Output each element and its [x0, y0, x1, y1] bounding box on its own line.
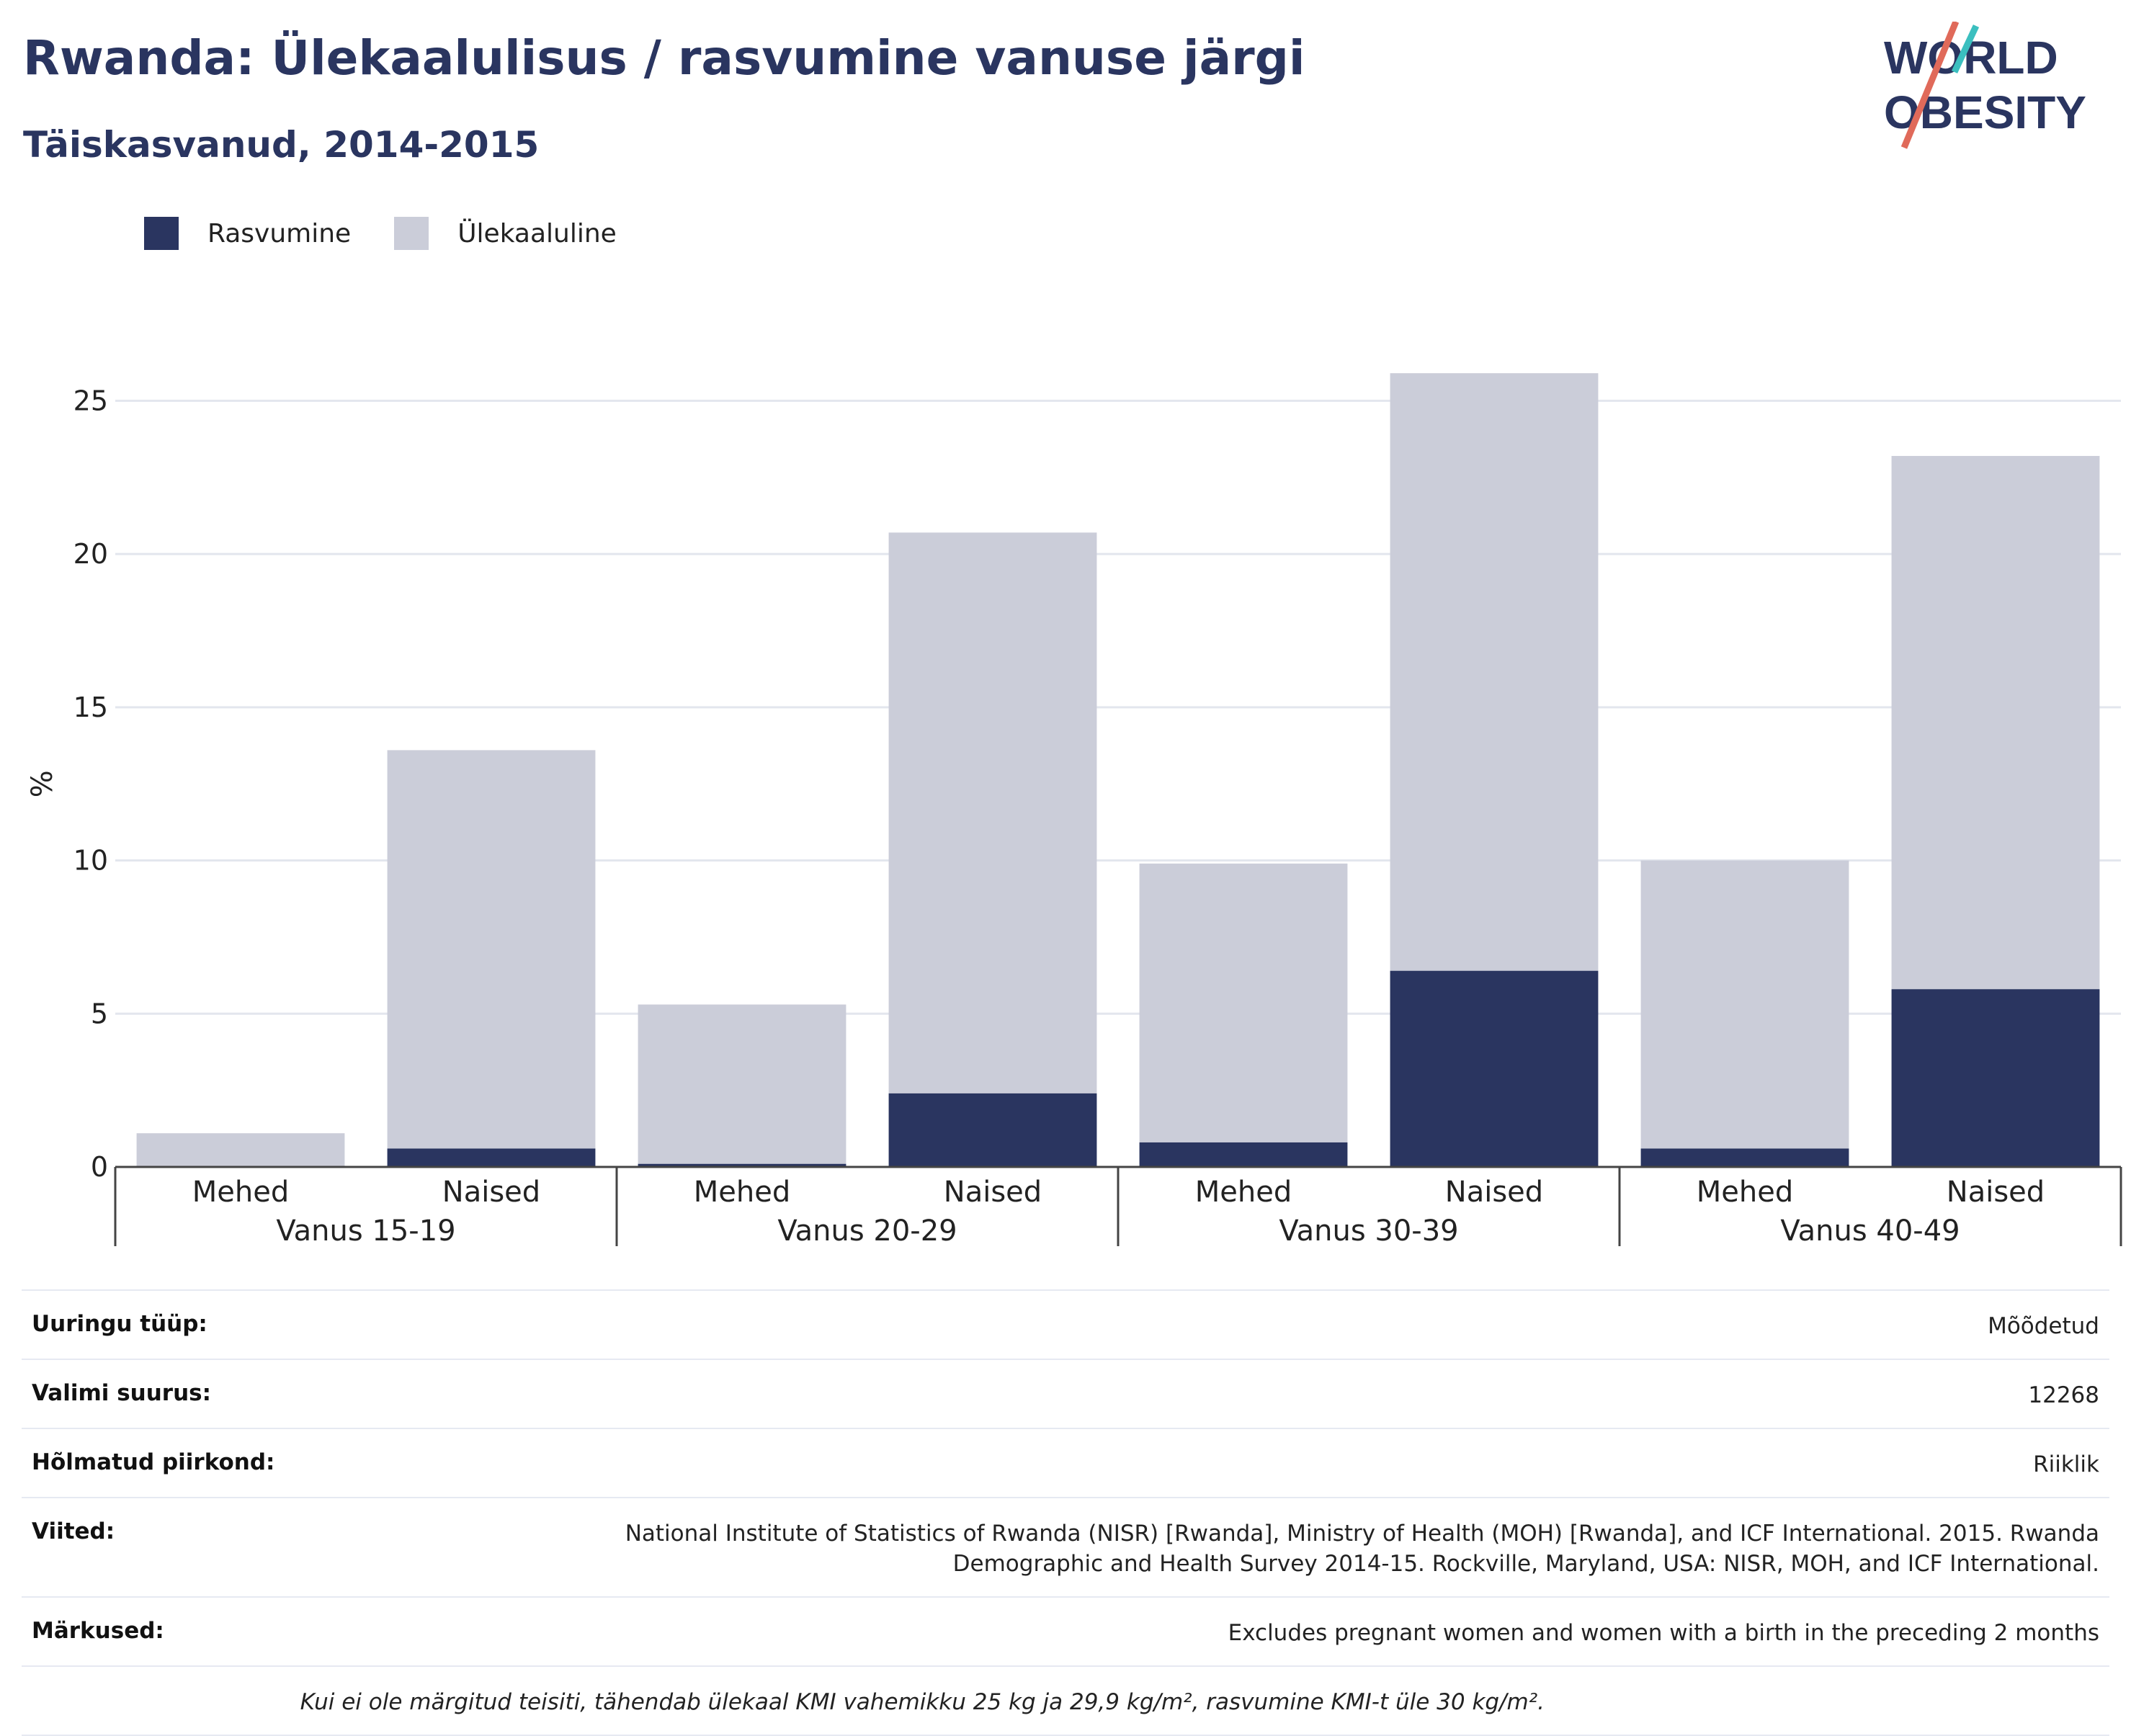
- x-group-label: Vanus 20-29: [777, 1214, 957, 1248]
- meta-row-footnote: Kui ei ole märgitud teisiti, tähendab ül…: [22, 1665, 2109, 1736]
- y-axis-label: %: [26, 770, 59, 797]
- legend-swatch-obesity: [144, 217, 179, 250]
- logo-slash-red: [1900, 22, 1960, 149]
- y-tick-label: 5: [91, 998, 108, 1029]
- x-group-label: Vanus 40-49: [1780, 1214, 1960, 1248]
- logo-slash-teal: [1951, 24, 1980, 73]
- bar-overweight: [1891, 455, 2100, 990]
- meta-row-survey-type: Uuringu tüüp: Mõõdetud: [22, 1289, 2109, 1359]
- meta-value: Excludes pregnant women and women with a…: [1228, 1620, 2099, 1646]
- x-tick-label: Mehed: [1697, 1176, 1793, 1209]
- meta-key: Hõlmatud piirkond:: [32, 1449, 275, 1475]
- x-tick-label: Mehed: [694, 1176, 790, 1209]
- y-tick-label: 20: [73, 538, 108, 570]
- y-tick-label: 0: [91, 1151, 108, 1183]
- meta-value: 12268: [2028, 1382, 2099, 1408]
- meta-key: Viited:: [32, 1518, 115, 1544]
- meta-value: Riiklik: [2033, 1451, 2099, 1477]
- meta-row-notes: Märkused: Excludes pregnant women and wo…: [22, 1596, 2109, 1665]
- meta-value: National Institute of Statistics of Rwan…: [625, 1521, 2099, 1577]
- legend-swatch-overweight: [394, 217, 429, 250]
- y-tick-label: 25: [73, 385, 108, 416]
- bar-obesity: [387, 1148, 596, 1167]
- x-group-label: Vanus 30-39: [1279, 1214, 1458, 1248]
- bar-chart: 0 5 10 15 20 25% Mehed Naised Mehed Naised Mehed Na…: [26, 373, 2122, 1248]
- x-tick-label: Naised: [1445, 1176, 1543, 1209]
- bar-overweight: [1640, 860, 1849, 1149]
- meta-row-sample-size: Valimi suurus: 12268: [22, 1359, 2109, 1428]
- bar-obesity: [1390, 970, 1599, 1167]
- bar-obesity: [638, 1163, 846, 1167]
- bar-overweight: [638, 1004, 846, 1164]
- y-tick-label: 15: [73, 692, 108, 723]
- x-tick-label: Naised: [442, 1176, 540, 1209]
- y-tick-label: 10: [73, 845, 108, 877]
- bar-overweight: [1139, 863, 1348, 1142]
- chart-legend: Rasvumine Ülekaaluline: [144, 215, 660, 252]
- bar-overweight: [136, 1133, 345, 1167]
- legend-item-obesity[interactable]: Rasvumine: [144, 217, 351, 250]
- bar-obesity: [1891, 989, 2100, 1167]
- meta-value: Mõõdetud: [1988, 1313, 2099, 1339]
- meta-key: Valimi suurus:: [32, 1380, 211, 1406]
- bar-overweight: [888, 532, 1097, 1093]
- bar-overweight: [1390, 373, 1599, 971]
- bar-obesity: [1139, 1142, 1348, 1167]
- meta-row-references: Viited: National Institute of Statistics…: [22, 1497, 2109, 1596]
- bar-obesity: [1640, 1148, 1849, 1167]
- page-subtitle: Täiskasvanud, 2014-2015: [23, 124, 540, 166]
- x-tick-label: Naised: [1947, 1176, 2045, 1209]
- x-tick-label: Mehed: [1195, 1176, 1292, 1209]
- x-group-label: Vanus 15-19: [276, 1214, 455, 1248]
- page-title: Rwanda: Ülekaalulisus / rasvumine vanuse…: [23, 30, 1305, 86]
- world-obesity-logo: WORLD OBESITY: [1884, 22, 2086, 149]
- footnote: Kui ei ole märgitud teisiti, tähendab ül…: [300, 1689, 1545, 1715]
- meta-key: Märkused:: [32, 1618, 164, 1644]
- x-tick-label: Mehed: [192, 1176, 289, 1209]
- bar-obesity: [888, 1093, 1097, 1167]
- x-tick-label: Naised: [944, 1176, 1042, 1209]
- legend-item-overweight[interactable]: Ülekaaluline: [394, 217, 617, 250]
- meta-key: Uuringu tüüp:: [32, 1311, 207, 1337]
- bar-overweight: [387, 750, 596, 1149]
- meta-row-region: Hõlmatud piirkond: Riiklik: [22, 1428, 2109, 1497]
- metadata-table: Uuringu tüüp: Mõõdetud Valimi suurus: 12…: [22, 1289, 2109, 1736]
- legend-label-obesity: Rasvumine: [207, 218, 352, 249]
- legend-label-overweight: Ülekaaluline: [457, 218, 617, 249]
